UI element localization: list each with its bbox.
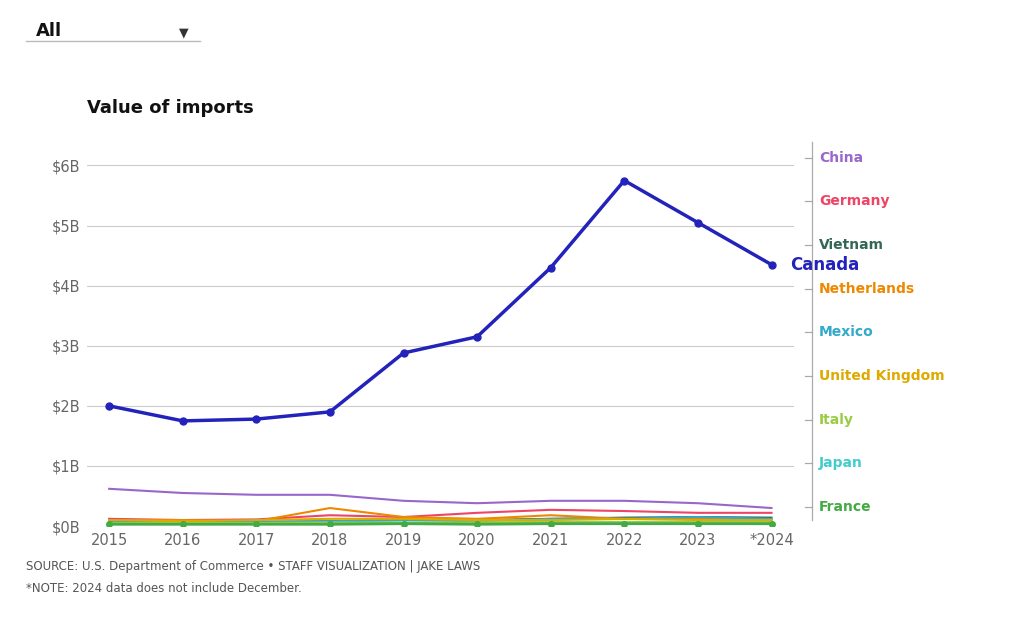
Text: Italy: Italy [819,413,854,427]
Text: Japan: Japan [819,457,863,471]
Text: Value of imports: Value of imports [87,98,254,117]
Text: Vietnam: Vietnam [819,238,884,252]
Text: SOURCE: U.S. Department of Commerce • STAFF VISUALIZATION | JAKE LAWS: SOURCE: U.S. Department of Commerce • ST… [26,560,480,573]
Text: China: China [819,151,863,164]
Text: Netherlands: Netherlands [819,282,915,295]
Text: *NOTE: 2024 data does not include December.: *NOTE: 2024 data does not include Decemb… [26,582,301,595]
Text: ▼: ▼ [179,27,188,40]
Text: France: France [819,500,871,514]
Text: Mexico: Mexico [819,325,873,340]
Text: Canada: Canada [790,256,859,273]
Text: United Kingdom: United Kingdom [819,369,945,383]
Text: Germany: Germany [819,194,890,208]
Text: All: All [36,23,62,40]
